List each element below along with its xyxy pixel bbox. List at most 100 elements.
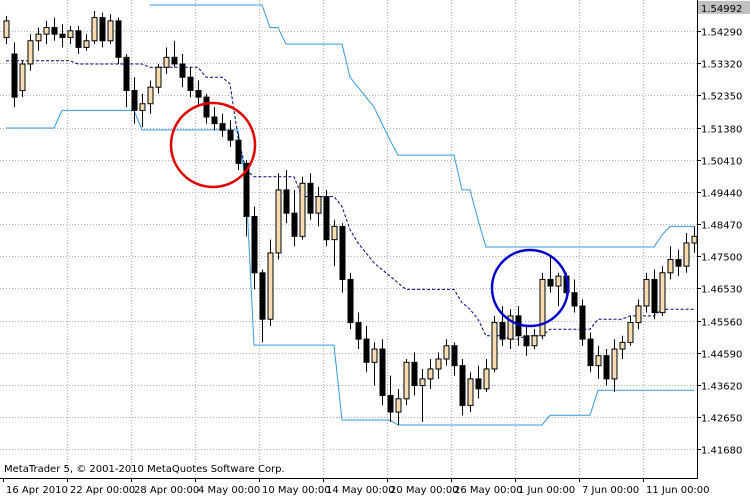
candle-body: [4, 21, 9, 38]
candle-body: [172, 57, 177, 64]
candle-body: [28, 41, 33, 64]
candle-body: [132, 90, 137, 110]
y-tick-label: 1.54290: [701, 28, 742, 39]
candle-body: [604, 356, 609, 379]
price-label: 1.54992: [701, 4, 742, 15]
candle-body: [636, 306, 641, 323]
candle-body: [500, 323, 505, 340]
y-tick-label: 1.51380: [701, 125, 742, 136]
candle-body: [92, 18, 97, 41]
candle-body: [340, 226, 345, 279]
candle-body: [692, 236, 697, 243]
candle-body: [460, 366, 465, 406]
candle-body: [164, 57, 169, 67]
candle-body: [260, 273, 265, 319]
candle-body: [580, 306, 585, 339]
candle-body: [148, 87, 153, 104]
candle-body: [652, 279, 657, 312]
candle-body: [236, 140, 241, 163]
candle-body: [60, 34, 65, 37]
candle-body: [212, 117, 217, 124]
candle-body: [668, 260, 673, 273]
candle-body: [476, 379, 481, 389]
candle-body: [524, 336, 529, 346]
x-tick-label: 20 May 00:00: [390, 485, 459, 496]
candle-body: [532, 336, 537, 346]
candle-body: [188, 77, 193, 90]
candle-body: [324, 197, 329, 240]
candle-body: [684, 243, 689, 266]
x-tick-label: 26 May 00:00: [454, 485, 523, 496]
candle-body: [180, 64, 185, 77]
candle-body: [620, 342, 625, 349]
candle-body: [644, 279, 649, 306]
candle-body: [660, 273, 665, 313]
candle-body: [404, 362, 409, 398]
x-tick-label: 4 May 00:00: [198, 485, 260, 496]
candle-body: [196, 90, 201, 97]
candle-body: [100, 18, 105, 41]
candle-body: [452, 346, 457, 366]
y-tick-label: 1.46530: [701, 285, 742, 296]
x-tick-label: 22 Apr 00:00: [70, 485, 135, 496]
candle-body: [412, 362, 417, 385]
candle-body: [156, 67, 161, 87]
y-tick-label: 1.49440: [701, 189, 742, 200]
y-tick-label: 1.43620: [701, 382, 742, 393]
candle-body: [300, 183, 305, 236]
candle-body: [252, 216, 257, 272]
candle-body: [68, 31, 73, 38]
x-tick-label: 10 May 00:00: [262, 485, 331, 496]
candle-body: [556, 276, 561, 286]
y-tick-label: 1.53320: [701, 60, 742, 71]
candle-body: [572, 293, 577, 306]
y-tick-label: 1.44590: [701, 350, 742, 361]
x-tick-label: 14 May 00:00: [326, 485, 395, 496]
candle-body: [52, 28, 57, 35]
candle-body: [372, 349, 377, 362]
candle-body: [276, 190, 281, 253]
candle-body: [588, 339, 593, 366]
candle-body: [20, 64, 25, 91]
y-tick-label: 1.50410: [701, 157, 742, 168]
y-tick-label: 1.52350: [701, 92, 742, 103]
candle-body: [36, 34, 41, 41]
candle-body: [124, 57, 129, 90]
candle-body: [284, 190, 289, 213]
candle-body: [380, 349, 385, 395]
candle-body: [596, 356, 601, 366]
candle-body: [268, 253, 273, 319]
x-tick-label: 28 Apr 00:00: [134, 485, 199, 496]
candle-body: [316, 197, 321, 214]
candle-body: [676, 260, 681, 267]
candle-body: [436, 359, 441, 369]
candle-body: [492, 323, 497, 369]
candle-body: [332, 226, 337, 239]
x-tick-label: 7 Jun 00:00: [582, 485, 639, 496]
candle-body: [388, 395, 393, 412]
candle-body: [348, 279, 353, 322]
candle-body: [396, 399, 401, 412]
candle-body: [484, 369, 489, 389]
footer: MetaTrader 5, © 2001-2010 MetaQuotes Sof…: [4, 464, 285, 475]
candle-body: [628, 323, 633, 343]
candle-body: [220, 124, 225, 131]
candle-body: [116, 21, 121, 57]
x-tick-label: 1 Jun 00:00: [518, 485, 575, 496]
candle-body: [364, 339, 369, 362]
candle-body: [468, 379, 473, 406]
candle-body: [204, 97, 209, 117]
candle-body: [292, 213, 297, 236]
candle-body: [228, 130, 233, 140]
candle-body: [140, 104, 145, 111]
y-tick-label: 1.45560: [701, 318, 742, 329]
candle-body: [420, 379, 425, 386]
candle-body: [76, 31, 81, 48]
y-tick-label: 1.48470: [701, 221, 742, 232]
candle-body: [108, 21, 113, 41]
x-tick-label: 11 Jun 00:00: [646, 485, 710, 496]
x-tick-label: 16 Apr 2010: [6, 485, 68, 496]
candle-body: [540, 279, 545, 335]
